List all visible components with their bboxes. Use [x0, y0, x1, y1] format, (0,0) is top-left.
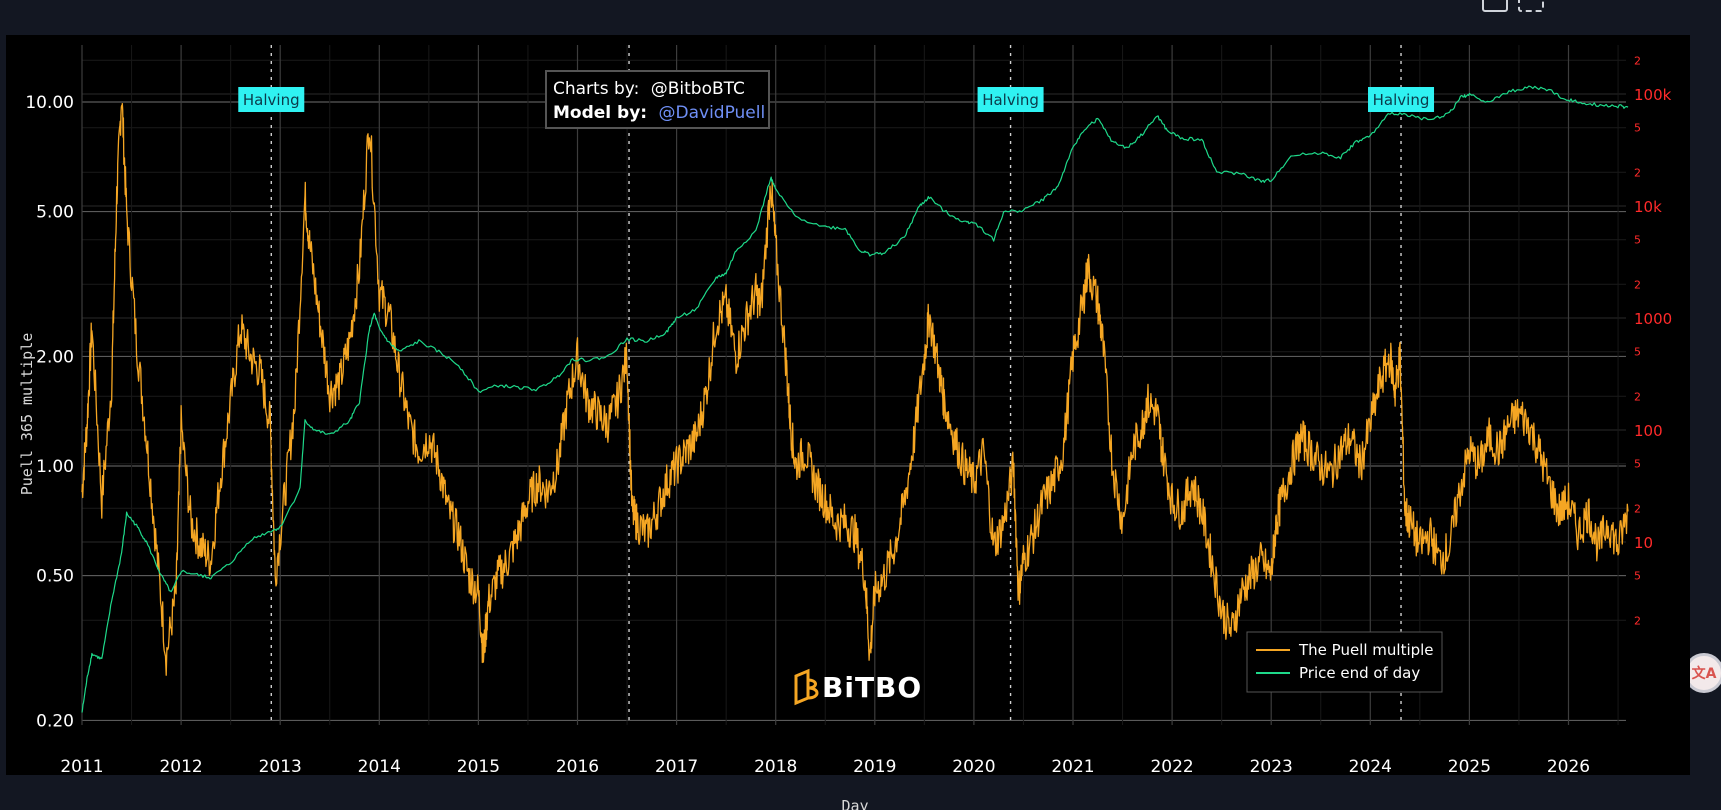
svg-text:Model by: @DavidPuell: Model by: @DavidPuell	[553, 103, 765, 123]
translate-icon[interactable]: 文A	[1684, 653, 1721, 693]
translate-label: 文A	[1691, 666, 1717, 682]
credits-box: Charts by: @BitboBTC Model by: @DavidPue…	[545, 70, 770, 129]
x-tick-label: 2013	[259, 757, 302, 777]
y2-tick-label: 2	[1634, 390, 1641, 403]
y-tick-label: 0.20	[36, 711, 74, 731]
x-tick-label: 2025	[1448, 757, 1491, 777]
y2-tick-label: 10	[1634, 534, 1653, 552]
x-tick-label: 2011	[60, 757, 103, 777]
y2-tick-label: 100	[1634, 422, 1663, 440]
y2-tick-label: 5	[1634, 234, 1641, 247]
x-tick-label: 2023	[1250, 757, 1293, 777]
x-tick-label: 2016	[556, 757, 599, 777]
y2-tick-label: 2	[1634, 614, 1641, 627]
y2-tick-label: 2	[1634, 54, 1641, 67]
series-line-price	[81, 85, 1629, 713]
model-by-link[interactable]: @DavidPuell	[659, 103, 766, 123]
x-tick-label: 2021	[1051, 757, 1094, 777]
model-by-label: Model by:	[553, 103, 647, 123]
x-tick-label: 2026	[1547, 757, 1590, 777]
fullscreen-icon[interactable]	[1518, 0, 1544, 12]
y2-tick-label: 5	[1634, 346, 1641, 359]
y2-tick-label: 5	[1634, 122, 1641, 135]
halving-label-bg	[238, 87, 305, 112]
x-tick-label: 2012	[159, 757, 202, 777]
legend-label-price: Price end of day	[1299, 664, 1420, 682]
svg-text:Charts by: @BitboBTC: Charts by: @BitboBTC	[553, 79, 745, 99]
x-tick-label: 2017	[655, 757, 698, 777]
halving-label-bg	[977, 87, 1044, 112]
y2-tick-label: 2	[1634, 166, 1641, 179]
y-tick-label: 10.00	[25, 93, 74, 113]
halving-markers: Halving Halving Halving	[238, 45, 1435, 725]
series	[81, 85, 1629, 713]
charts-by-value: @BitboBTC	[651, 79, 745, 99]
watermark-text: BiTBO	[822, 671, 922, 704]
halving-label: Halving	[1373, 91, 1430, 109]
x-tick-label: 2015	[457, 757, 500, 777]
y-tick-label: 1.00	[36, 457, 74, 477]
bitbo-watermark: BiTBO	[794, 668, 922, 706]
y2-tick-label: 10k	[1634, 198, 1662, 216]
camera-icon[interactable]	[1482, 0, 1508, 12]
legend-label-puell: The Puell multiple	[1298, 641, 1434, 659]
halving-label: Halving	[243, 91, 300, 109]
x-tick-label: 2022	[1150, 757, 1193, 777]
x-axis-title: Day	[841, 797, 868, 810]
halving-label: Halving	[982, 91, 1039, 109]
charts-by-label: Charts by:	[553, 79, 639, 99]
x-tick-label: 2018	[754, 757, 797, 777]
y-tick-label: 2.00	[36, 347, 74, 367]
halving-label-bg	[1368, 87, 1435, 112]
y2-tick-label: 5	[1634, 458, 1641, 471]
y-tick-label: 0.50	[36, 567, 74, 587]
x-tick-label: 2014	[358, 757, 401, 777]
grid	[81, 45, 1626, 725]
x-tick-label: 2020	[952, 757, 995, 777]
y2-tick-label: 2	[1634, 502, 1641, 515]
y-axis-title: Puell 365 multiple	[18, 333, 36, 496]
y2-tick-label: 5	[1634, 570, 1641, 583]
x-tick-label: 2024	[1349, 757, 1392, 777]
legend: The Puell multiple Price end of day	[1246, 631, 1443, 693]
x-tick-label: 2019	[853, 757, 896, 777]
y2-tick-label: 100k	[1634, 86, 1672, 104]
y-tick-label: 5.00	[36, 203, 74, 223]
axis-ticks: 0.20 0.50 1.00 2.00 5.00 10.00 2011 2012 2013 201…	[25, 54, 1672, 777]
bitbo-logo-icon	[794, 668, 819, 706]
y2-tick-label: 1000	[1634, 310, 1672, 328]
series-line-puell	[81, 102, 1629, 676]
y2-tick-label: 2	[1634, 278, 1641, 291]
